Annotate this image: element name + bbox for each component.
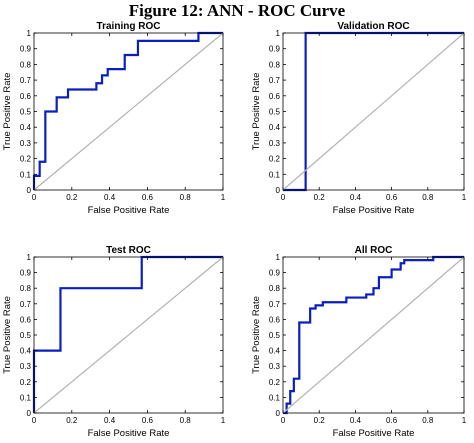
chart-2-ytick-label: 0: [27, 409, 32, 418]
chart-1-ytick-label: 0: [276, 186, 281, 195]
chart-2-ytick-label: 1: [27, 253, 32, 262]
chart-1-ytick-label: 0.7: [269, 76, 281, 85]
chart-1-xtick-label: 0: [281, 193, 286, 202]
chart-0-xtick-label: 0.8: [180, 193, 192, 202]
chart-2-ytick-label: 0.9: [20, 269, 32, 278]
chart-0-title: Training ROC: [97, 21, 161, 32]
chart-2-ytick-label: 0.6: [20, 315, 32, 324]
chart-3-ytick-label: 0.1: [269, 393, 281, 402]
chart-1-ytick-label: 0.4: [269, 123, 281, 132]
chart-1-ytick-label: 0.8: [269, 60, 281, 69]
chart-0-ytick-label: 0.3: [20, 139, 32, 148]
chart-3-title: All ROC: [355, 245, 393, 256]
chart-0-panel: 0 0.2 0.4 0.6 0.8 1 0 0.1 0.2 0.3 0.4 0.5 0.6 0.7 0.8 0…: [2, 21, 226, 216]
chart-3-ytick-label: 0.4: [269, 347, 281, 356]
chart-3-xtick-label: 0.4: [350, 416, 362, 425]
chart-0-xtick-label: 0: [32, 193, 37, 202]
chart-1-ytick-label: 0.9: [269, 45, 281, 54]
chart-2-xtick-label: 1: [221, 416, 226, 425]
chart-0-ytick-label: 0.7: [20, 76, 32, 85]
chart-1-ytick-label: 1: [276, 29, 281, 38]
chart-2-ytick-label: 0.3: [20, 362, 32, 371]
chart-1-ytick-label: 0.6: [269, 92, 281, 101]
chart-1-ytick-label: 0.1: [269, 170, 281, 179]
chart-2-xlabel: False Positive Rate: [88, 428, 170, 439]
chart-1-ylabel: True Positive Rate: [251, 73, 262, 151]
chart-0-ytick-label: 0.9: [20, 45, 32, 54]
chart-3-xtick-label: 0: [281, 416, 286, 425]
chart-1-xtick-label: 0.2: [314, 193, 326, 202]
chart-0-ytick-label: 0.2: [20, 155, 32, 164]
chart-3-ytick-label: 0.7: [269, 300, 281, 309]
chart-2-ytick-label: 0.8: [20, 284, 32, 293]
chart-3-ytick-label: 0.2: [269, 378, 281, 387]
chart-3-ytick-label: 0.8: [269, 284, 281, 293]
chart-3-panel: 0 0.2 0.4 0.6 0.8 1 0 0.1 0.2 0.3 0.4 0.5 0.6 0.7 0.8 0…: [251, 245, 467, 439]
chart-3-xlabel: False Positive Rate: [333, 428, 415, 439]
chart-1-ytick-label: 0.5: [269, 108, 281, 117]
chart-0-xtick-label: 0.4: [104, 193, 116, 202]
chart-2-ytick-label: 0.4: [20, 347, 32, 356]
chart-1-diagonal-line: [282, 32, 465, 191]
chart-1-xtick-label: 0.6: [386, 193, 398, 202]
chart-0-ytick-label: 0.6: [20, 92, 32, 101]
chart-0-ytick-label: 0.8: [20, 60, 32, 69]
chart-1-xtick-label: 0.4: [350, 193, 362, 202]
chart-3-xtick-label: 0.2: [314, 416, 326, 425]
chart-2-xtick-label: 0.4: [104, 416, 116, 425]
chart-3-diagonal-line: [282, 256, 465, 414]
chart-2-ylabel: True Positive Rate: [2, 296, 13, 374]
chart-1-xtick-label: 0.8: [422, 193, 434, 202]
chart-2-ytick-label: 0.2: [20, 378, 32, 387]
chart-0-ytick-label: 0.4: [20, 123, 32, 132]
chart-2-xtick-label: 0.8: [180, 416, 192, 425]
chart-2-title: Test ROC: [106, 245, 151, 256]
chart-0-roc-line: [32, 31, 223, 190]
chart-2-xtick-label: 0.6: [142, 416, 154, 425]
chart-2-diagonal-line: [33, 256, 224, 414]
chart-0-ytick-label: 0: [27, 186, 32, 195]
chart-0-ytick-label: 0.5: [20, 108, 32, 117]
chart-3-roc-line: [283, 255, 464, 415]
chart-0-xtick-label: 0.2: [66, 193, 78, 202]
chart-3-ytick-label: 0.3: [269, 362, 281, 371]
chart-2-xtick-label: 0.2: [66, 416, 78, 425]
chart-0-diagonal-line: [33, 32, 224, 191]
chart-1-title: Validation ROC: [337, 21, 409, 32]
chart-2-ytick-label: 0.5: [20, 331, 32, 340]
chart-2-ytick-label: 0.7: [20, 300, 32, 309]
chart-0-xtick-label: 0.6: [142, 193, 154, 202]
chart-3-xtick-label: 1: [462, 416, 467, 425]
chart-1-xtick-label: 1: [462, 193, 467, 202]
chart-3-xtick-label: 0.6: [386, 416, 398, 425]
chart-3-ytick-label: 0.5: [269, 331, 281, 340]
chart-3-ylabel: True Positive Rate: [251, 296, 262, 374]
chart-3-xtick-label: 0.8: [422, 416, 434, 425]
chart-1-panel: 0 0.2 0.4 0.6 0.8 1 0 0.1 0.2 0.3 0.4 0.5 0.6 0.7 0.8 0…: [251, 21, 467, 216]
chart-3-ytick-label: 0.6: [269, 315, 281, 324]
chart-1-xlabel: False Positive Rate: [333, 205, 415, 216]
chart-2-ytick-label: 0.1: [20, 393, 32, 402]
chart-1-ytick-label: 0.2: [269, 155, 281, 164]
chart-2-xtick-label: 0: [32, 416, 37, 425]
chart-3-ytick-label: 0.9: [269, 269, 281, 278]
chart-0-ylabel: True Positive Rate: [2, 73, 13, 151]
chart-0-ytick-label: 1: [27, 29, 32, 38]
chart-3-ytick-label: 1: [276, 253, 281, 262]
figure-title: Figure 12: ANN - ROC Curve: [128, 1, 346, 20]
chart-3-ytick-label: 0: [276, 409, 281, 418]
chart-0-ytick-label: 0.1: [20, 170, 32, 179]
chart-2-panel: 0 0.2 0.4 0.6 0.8 1 0 0.1 0.2 0.3 0.4 0.5 0.6 0.7 0.8 0…: [2, 245, 226, 439]
chart-0-xtick-label: 1: [221, 193, 226, 202]
chart-0-xlabel: False Positive Rate: [88, 205, 170, 216]
chart-1-ytick-label: 0.3: [269, 139, 281, 148]
